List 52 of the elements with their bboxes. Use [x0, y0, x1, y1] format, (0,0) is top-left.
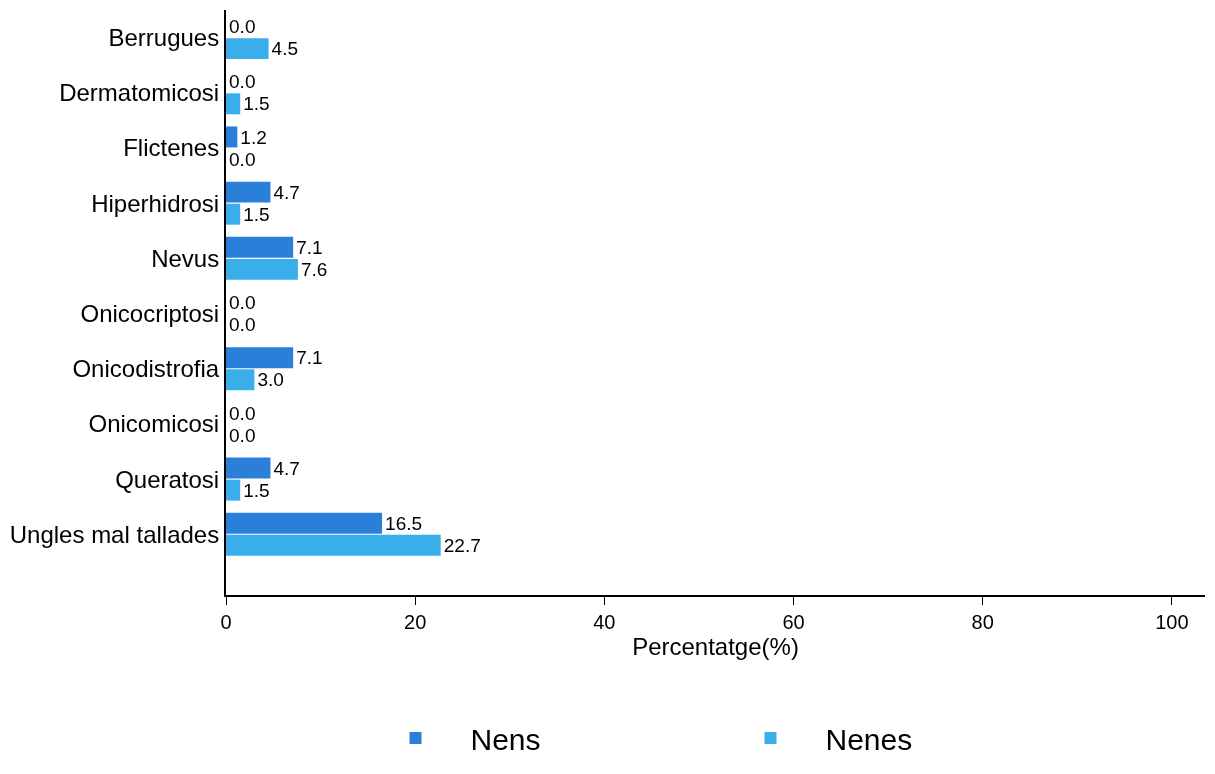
y-tick-label: Ungles mal tallades [9, 520, 220, 548]
bar [226, 258, 298, 280]
data-label: 1.2 [240, 126, 267, 148]
bar [226, 512, 383, 534]
y-tick-label: Flictenes [123, 134, 220, 162]
data-label: 0.0 [229, 314, 256, 336]
x-tick-label: 80 [971, 611, 994, 633]
bar [226, 38, 269, 60]
bar [226, 181, 271, 203]
x-tick-label: 0 [220, 611, 232, 633]
x-axis-title: Percentatge(%) [632, 633, 799, 660]
x-tick-label: 40 [593, 611, 616, 633]
bar [226, 369, 255, 391]
data-label: 0.0 [229, 402, 256, 424]
data-label: 4.5 [271, 38, 299, 60]
y-tick-label: Onicocriptosi [80, 299, 220, 327]
x-tick-label: 100 [1155, 611, 1189, 633]
data-label: 4.7 [273, 181, 300, 203]
y-tick-label: Onicodistrofia [72, 355, 220, 383]
data-label: 0.0 [229, 16, 256, 38]
legend-label: Nenes [825, 722, 913, 756]
x-tick-label: 20 [404, 611, 427, 633]
bar [226, 93, 241, 115]
data-label: 7.1 [296, 347, 323, 369]
data-label: 16.5 [385, 512, 423, 534]
data-label: 1.5 [243, 479, 270, 501]
bar [226, 534, 441, 556]
bar [226, 479, 241, 501]
y-tick-label: Nevus [151, 244, 220, 272]
bar [226, 203, 241, 225]
bar [226, 457, 271, 479]
bar [226, 236, 294, 258]
y-tick-label: Dermatomicosi [59, 79, 220, 107]
data-label: 7.1 [296, 236, 323, 258]
y-tick-label: Onicomicosi [88, 410, 220, 438]
x-tick-label: 60 [782, 611, 805, 633]
data-label: 0.0 [229, 424, 256, 446]
data-label: 0.0 [229, 292, 256, 314]
y-tick-label: Hiperhidrosi [91, 189, 220, 217]
data-label: 0.0 [229, 71, 256, 93]
data-label: 1.5 [243, 93, 270, 115]
data-label: 1.5 [243, 203, 270, 225]
data-label: 22.7 [443, 535, 481, 557]
y-tick-label: Queratosi [115, 465, 220, 493]
legend-label: Nens [470, 722, 541, 756]
data-label: 3.0 [257, 369, 284, 391]
bar [226, 347, 294, 369]
data-label: 4.7 [273, 457, 300, 479]
data-label: 0.0 [229, 148, 256, 170]
bar [226, 126, 238, 148]
y-tick-label: Berrugues [108, 23, 220, 51]
data-label: 7.6 [300, 259, 328, 281]
